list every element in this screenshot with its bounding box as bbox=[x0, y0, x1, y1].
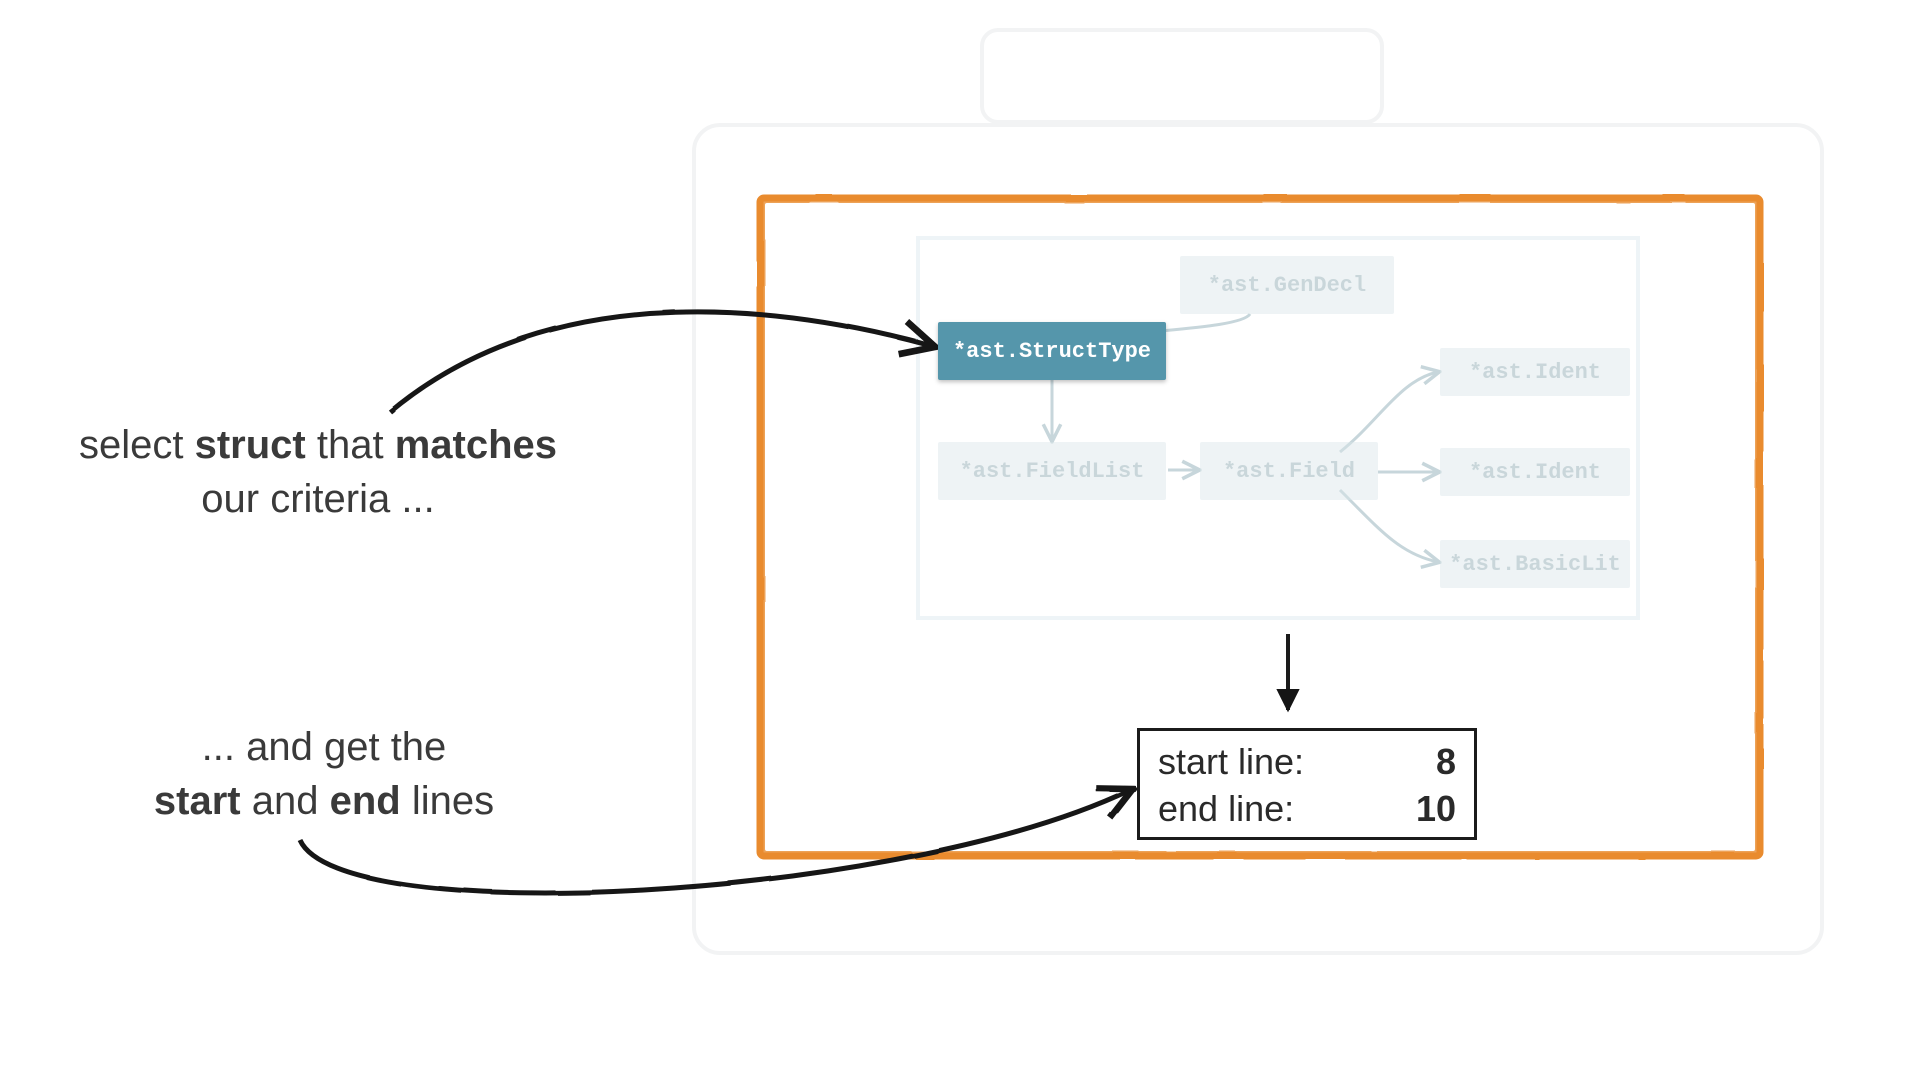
annotation-select-struct: select struct that matches our criteria … bbox=[48, 418, 588, 526]
annotation-get-lines: ... and get the start and end lines bbox=[114, 720, 534, 828]
start-line-value: 8 bbox=[1408, 739, 1456, 786]
panel-title: gomodifytags bbox=[982, 30, 1382, 122]
node-genDecl: *ast.GenDecl bbox=[1180, 256, 1394, 314]
node-structTyp: *ast.StructType bbox=[938, 322, 1166, 380]
start-line-label: start line: bbox=[1158, 739, 1304, 786]
node-ident1: *ast.Ident bbox=[1440, 348, 1630, 396]
end-line-value: 10 bbox=[1408, 786, 1456, 833]
node-fieldList: *ast.FieldList bbox=[938, 442, 1166, 500]
end-line-label: end line: bbox=[1158, 786, 1294, 833]
node-basicLit: *ast.BasicLit bbox=[1440, 540, 1630, 588]
node-field: *ast.Field bbox=[1200, 442, 1378, 500]
output-box: start line: 8 end line: 10 bbox=[1137, 728, 1477, 840]
node-ident2: *ast.Ident bbox=[1440, 448, 1630, 496]
